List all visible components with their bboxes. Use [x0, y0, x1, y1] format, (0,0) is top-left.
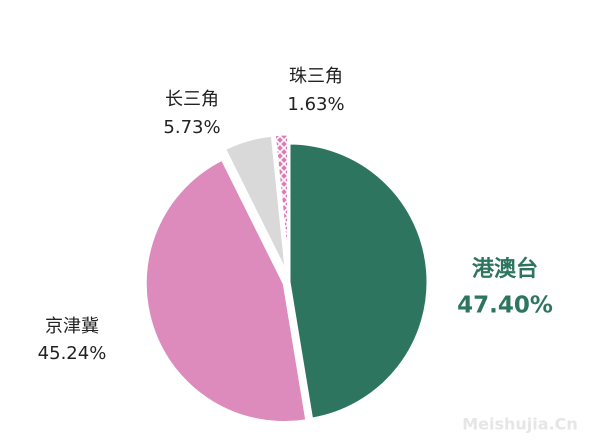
slice-label: 长三角 [165, 89, 219, 110]
slice-value-label: 1.63% [287, 94, 344, 115]
slice-label: 珠三角 [289, 66, 343, 87]
labels: 港澳台 47.40% 京津冀 45.24% 长三角 5.73% 珠三角 1.63% [38, 66, 553, 364]
pie-slice [287, 141, 430, 421]
watermark: Meishujia.Cn [462, 415, 578, 434]
pie-slice [143, 157, 309, 424]
pie [143, 132, 430, 424]
slice-value-label: 45.24% [38, 343, 107, 364]
slice-label: 京津冀 [45, 316, 99, 337]
slice-label: 港澳台 [472, 256, 538, 282]
pie-slice [272, 132, 291, 274]
pie-slice [222, 133, 288, 275]
slice-value-label: 47.40% [457, 293, 553, 319]
slice-value-label: 5.73% [163, 117, 220, 138]
